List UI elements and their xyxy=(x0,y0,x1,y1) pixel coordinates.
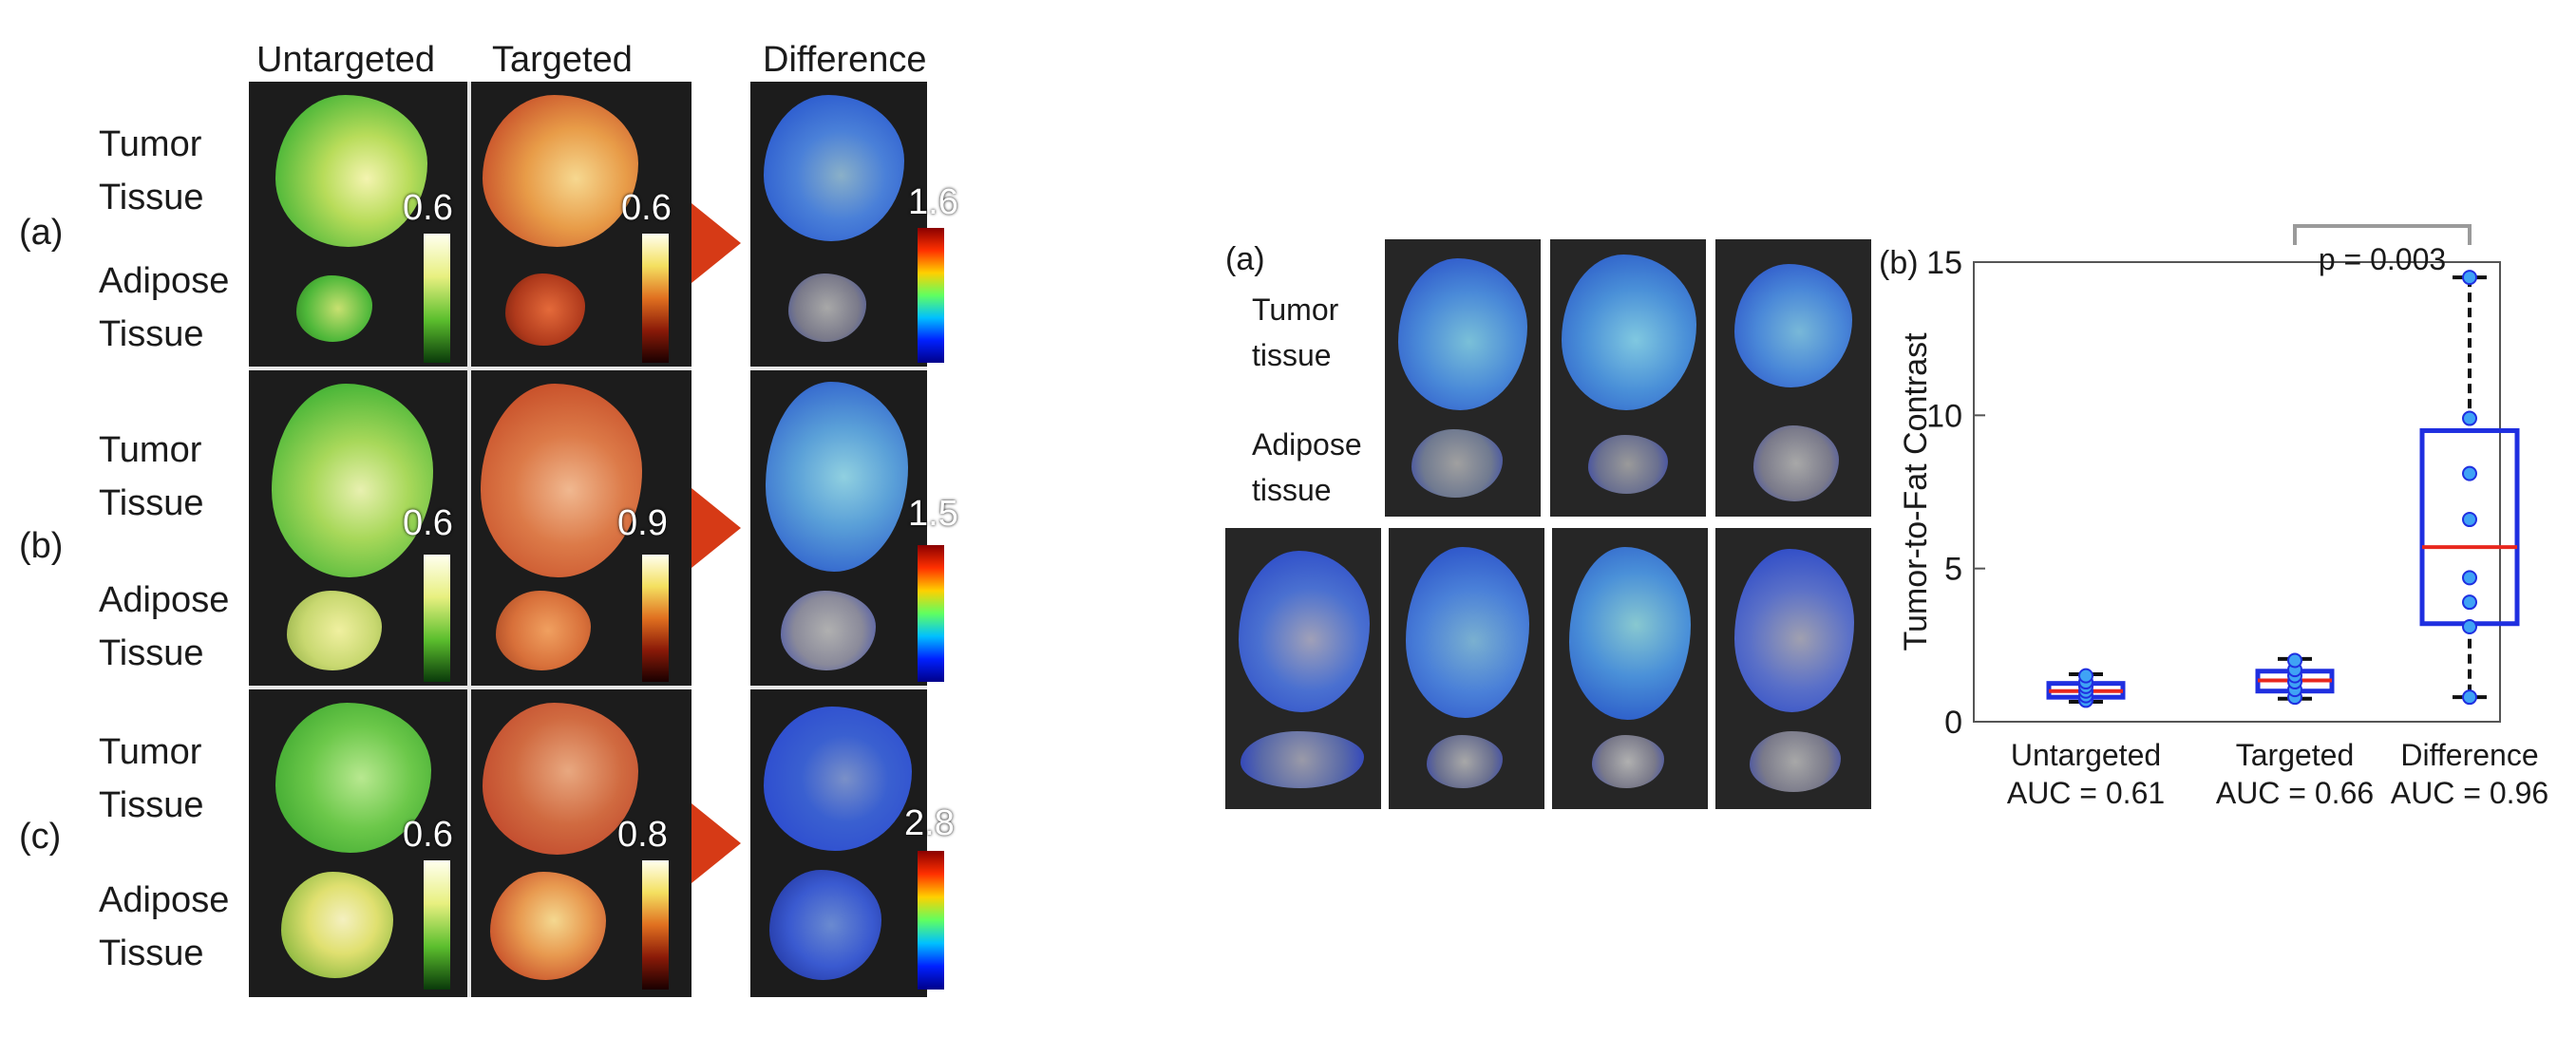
tissue-tile xyxy=(1715,239,1871,517)
adipose-image-untargeted xyxy=(287,591,382,670)
adipose-image-targeted xyxy=(505,273,585,346)
column-header-targeted: Targeted xyxy=(492,40,633,80)
tumor-image-targeted xyxy=(481,384,642,577)
y-tick-label: 0 xyxy=(1944,705,1962,741)
tumor-image-targeted xyxy=(483,95,638,247)
data-point xyxy=(2462,594,2477,611)
panel-b-tag: (b) xyxy=(1879,245,1919,281)
tumor-image-untargeted xyxy=(275,95,427,247)
data-point xyxy=(2462,618,2477,634)
adipose-tissue-label: Adipose Tissue xyxy=(99,880,230,973)
data-point xyxy=(2287,652,2302,669)
tumor-tissue-label: Tumor Tissue xyxy=(99,430,204,523)
auc-label: AUC = 0.96 xyxy=(2391,776,2548,810)
column-header-difference: Difference xyxy=(763,40,927,80)
tumor-tissue-label: Tumor Tissue xyxy=(99,124,204,217)
data-point xyxy=(2462,689,2477,706)
tumor-image-targeted xyxy=(483,703,638,855)
adipose-image-targeted xyxy=(490,872,606,980)
tissue-tile xyxy=(1225,528,1381,809)
arrow-right-icon xyxy=(691,203,741,283)
data-point xyxy=(2462,570,2477,586)
adipose-tissue-label: Adipose tissue xyxy=(1252,427,1362,507)
x-category-label: Untargeted xyxy=(2011,738,2161,772)
colorbar-max-targeted: 0.6 xyxy=(621,188,672,228)
row-divider xyxy=(750,686,927,689)
tumor-tissue-label: Tumor Tissue xyxy=(99,732,204,825)
arrow-right-icon xyxy=(691,488,741,568)
data-point xyxy=(2462,270,2477,286)
colorbar-max-difference: 2.8 xyxy=(904,803,955,843)
colorbar-max-untargeted: 0.6 xyxy=(403,188,453,228)
adipose-image-difference xyxy=(781,591,876,670)
colorbar-max-untargeted: 0.6 xyxy=(403,503,453,543)
data-point xyxy=(2462,465,2477,481)
colorbar-difference xyxy=(918,545,944,682)
tumor-image-untargeted xyxy=(272,384,433,577)
p-value-label: p = 0.003 xyxy=(2319,242,2446,276)
column-header-untargeted: Untargeted xyxy=(256,40,436,80)
colorbar-targeted xyxy=(642,234,669,363)
colorbar-targeted xyxy=(642,555,669,682)
tissue-tile xyxy=(1552,528,1708,809)
y-axis-label: Tumor-to-Fat Contrast xyxy=(1898,332,1934,651)
tumor-image-difference xyxy=(764,95,904,241)
colorbar-max-targeted: 0.8 xyxy=(617,815,668,855)
auc-label: AUC = 0.61 xyxy=(2007,776,2165,810)
y-tick-label: 5 xyxy=(1944,552,1962,588)
column-divider xyxy=(467,82,471,997)
colorbar-difference xyxy=(918,228,944,363)
tumor-image-untargeted xyxy=(275,703,431,853)
plot-frame xyxy=(1973,261,2501,723)
adipose-image-difference xyxy=(788,273,866,342)
colorbar-max-difference: 1.5 xyxy=(908,494,958,534)
arrow-right-icon xyxy=(691,803,741,883)
colorbar-max-difference: 1.6 xyxy=(908,182,958,222)
colorbar-targeted xyxy=(642,860,669,990)
row-tag-b: (b) xyxy=(19,526,64,566)
auc-label: AUC = 0.66 xyxy=(2216,776,2374,810)
x-category-label: Difference xyxy=(2400,738,2538,772)
data-point xyxy=(2078,668,2093,684)
adipose-tissue-label: Adipose Tissue xyxy=(99,261,230,354)
tissue-tile xyxy=(1715,528,1871,809)
tumor-image-difference xyxy=(766,382,908,572)
tumor-image-difference xyxy=(764,707,912,851)
row-tag-c: (c) xyxy=(19,817,62,857)
tumor-tissue-label: Tumor tissue xyxy=(1252,292,1339,372)
tissue-tile xyxy=(1385,239,1541,517)
data-point xyxy=(2462,410,2477,426)
colorbar-difference xyxy=(918,851,944,990)
colorbar-max-untargeted: 0.6 xyxy=(403,815,453,855)
y-tick-label: 10 xyxy=(1926,398,1962,434)
x-category-label: Targeted xyxy=(2236,738,2355,772)
row-tag-a: (a) xyxy=(19,213,64,253)
colorbar-untargeted xyxy=(424,234,450,363)
colorbar-untargeted xyxy=(424,860,450,990)
row-divider xyxy=(750,367,927,370)
tissue-tile xyxy=(1389,528,1544,809)
colorbar-max-targeted: 0.9 xyxy=(617,503,668,543)
y-tick-label: 15 xyxy=(1926,245,1962,281)
adipose-image-difference xyxy=(769,870,881,980)
adipose-image-targeted xyxy=(496,591,591,670)
data-point xyxy=(2462,512,2477,528)
adipose-image-untargeted xyxy=(281,872,393,978)
significance-bracket xyxy=(2293,224,2472,245)
adipose-image-untargeted xyxy=(296,275,372,342)
adipose-tissue-label: Adipose Tissue xyxy=(99,580,230,673)
colorbar-untargeted xyxy=(424,555,450,682)
panel-a-tag: (a) xyxy=(1225,241,1265,277)
tissue-tile xyxy=(1550,239,1706,517)
